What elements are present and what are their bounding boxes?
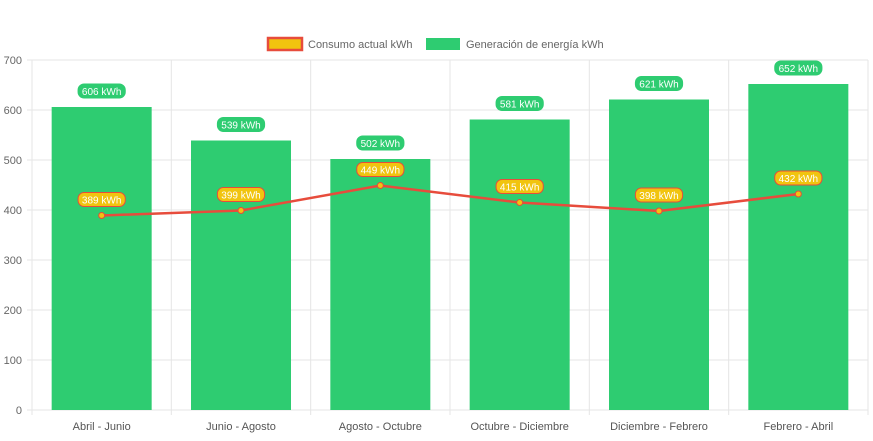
bar-data-label-bg xyxy=(774,60,823,76)
line-data-label-bg xyxy=(495,179,544,194)
bar xyxy=(469,119,570,410)
y-tick-label: 0 xyxy=(16,405,22,417)
bar-data-label: 539 kWh xyxy=(221,121,260,132)
y-tick-label: 700 xyxy=(4,55,22,67)
bar-data-label-bg xyxy=(634,76,684,91)
bar xyxy=(191,140,291,410)
line-data-label: 449 kWh xyxy=(361,166,400,177)
line-data-label: 399 kWh xyxy=(221,191,260,202)
bar-data-label-bg xyxy=(216,117,266,132)
line-data-label-bg xyxy=(774,170,823,186)
legend-swatch-consumo xyxy=(266,36,304,52)
bar xyxy=(51,107,152,410)
line-data-label: 415 kWh xyxy=(500,183,539,194)
bar-data-label-bg xyxy=(356,135,405,151)
line-point xyxy=(516,199,524,206)
line-point xyxy=(794,190,802,198)
y-tick-label: 100 xyxy=(4,355,22,367)
line-data-label-bg xyxy=(216,187,266,202)
y-tick-label: 300 xyxy=(4,255,22,267)
y-tick-label: 600 xyxy=(4,105,22,117)
x-tick-label: Agosto - Octubre xyxy=(339,421,422,433)
line-data-label-bg xyxy=(356,162,405,177)
bar-data-label: 621 kWh xyxy=(639,80,678,91)
bar-data-label: 652 kWh xyxy=(779,64,818,75)
line-point xyxy=(237,207,245,214)
line-point xyxy=(655,207,663,215)
line-data-label: 432 kWh xyxy=(779,174,818,185)
bar xyxy=(748,84,849,410)
y-tick-label: 200 xyxy=(4,305,22,317)
x-tick-label: Junio - Agosto xyxy=(206,421,276,433)
y-tick-label: 400 xyxy=(4,205,22,217)
line-data-label-bg xyxy=(634,187,684,203)
line-point xyxy=(376,182,384,189)
legend-swatch-generacion xyxy=(426,38,460,50)
line-data-label-bg xyxy=(77,192,126,207)
legend-label-generacion: Generación de energía kWh xyxy=(466,39,604,51)
bar xyxy=(609,99,709,410)
bar-data-label-bg xyxy=(77,83,126,99)
x-tick-label: Octubre - Diciembre xyxy=(470,421,568,433)
x-tick-label: Febrero - Abril xyxy=(763,421,833,433)
line-point xyxy=(98,212,106,219)
y-tick-label: 500 xyxy=(4,155,22,167)
line-series xyxy=(101,184,799,217)
bar-data-label: 606 kWh xyxy=(82,87,121,98)
line-data-label: 389 kWh xyxy=(82,196,121,207)
bar xyxy=(330,159,431,410)
x-tick-label: Diciembre - Febrero xyxy=(610,421,708,433)
bar-data-label-bg xyxy=(495,96,544,111)
line-data-label: 398 kWh xyxy=(639,191,678,202)
bar-data-label: 502 kWh xyxy=(361,139,400,150)
legend-label-consumo: Consumo actual kWh xyxy=(308,39,413,51)
bar-data-label: 581 kWh xyxy=(500,100,539,111)
x-tick-label: Abril - Junio xyxy=(73,421,131,433)
